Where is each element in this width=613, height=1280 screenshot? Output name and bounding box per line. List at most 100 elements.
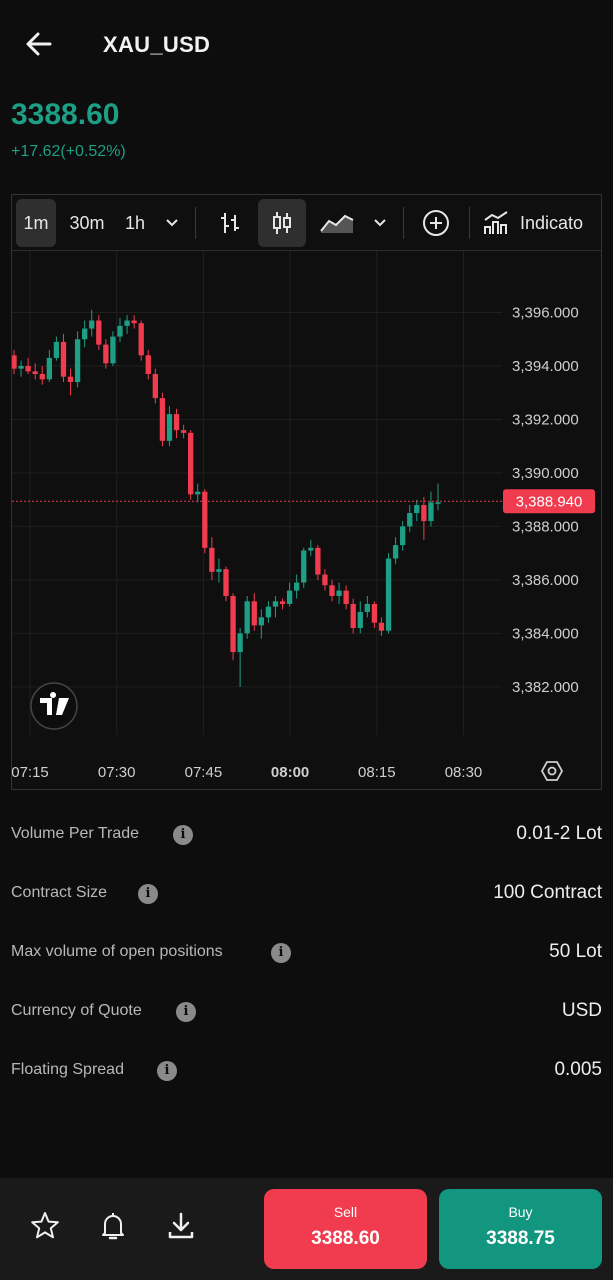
sell-button[interactable]: Sell 3388.60 bbox=[264, 1189, 427, 1269]
candle-body bbox=[53, 341, 60, 358]
add-indicator-button[interactable] bbox=[416, 199, 456, 247]
candle-body bbox=[223, 569, 229, 596]
candle-body bbox=[159, 398, 166, 441]
x-tick-label: 08:00 bbox=[271, 764, 309, 781]
buy-button[interactable]: Buy 3388.75 bbox=[439, 1189, 602, 1269]
sell-label: Sell bbox=[333, 1204, 358, 1220]
spec-value: 100 Contract bbox=[493, 882, 602, 903]
candle-body bbox=[371, 603, 378, 623]
candle-body bbox=[400, 526, 406, 546]
candle-body bbox=[131, 320, 137, 324]
candle-body bbox=[315, 547, 321, 575]
spec-value: 0.005 bbox=[554, 1059, 602, 1080]
candle-body bbox=[166, 414, 173, 441]
download-icon[interactable] bbox=[165, 1210, 197, 1242]
candle-body bbox=[308, 547, 314, 551]
candle-body bbox=[216, 569, 222, 572]
info-icon[interactable]: i bbox=[173, 825, 193, 845]
candle-body bbox=[12, 355, 17, 369]
candle-body bbox=[329, 585, 335, 596]
candle-body bbox=[286, 590, 293, 604]
candle-chart-type-button[interactable] bbox=[258, 199, 306, 247]
spec-row-max-volume: Max volume of open positions i 50 Lot bbox=[0, 933, 613, 973]
candle-body bbox=[138, 323, 144, 356]
spec-label: Volume Per Trade bbox=[11, 825, 140, 842]
candle-body bbox=[251, 601, 257, 626]
y-tick-label: 3,388.000 bbox=[512, 518, 579, 535]
interval-dropdown[interactable] bbox=[160, 199, 184, 247]
indicators-icon bbox=[484, 211, 508, 234]
bar-chart-type-button[interactable] bbox=[210, 199, 250, 247]
candle-body bbox=[103, 344, 109, 364]
candle-body bbox=[110, 336, 116, 364]
buy-label: Buy bbox=[508, 1204, 533, 1220]
spec-value: 50 Lot bbox=[549, 941, 602, 962]
candle-body bbox=[230, 595, 236, 653]
candle-body bbox=[188, 432, 194, 495]
candlestick-icon bbox=[273, 212, 291, 234]
candle-body bbox=[46, 357, 52, 380]
star-icon[interactable] bbox=[29, 1210, 61, 1242]
candle-body bbox=[421, 505, 427, 522]
area-chart-type-button[interactable] bbox=[314, 199, 360, 247]
info-icon[interactable]: i bbox=[157, 1061, 177, 1081]
candle-body bbox=[244, 601, 250, 634]
chevron-down-icon bbox=[374, 219, 386, 227]
bell-icon[interactable] bbox=[97, 1210, 129, 1242]
candle-body bbox=[279, 601, 286, 604]
candle-body bbox=[272, 601, 279, 607]
info-icon[interactable]: i bbox=[138, 884, 158, 904]
y-tick-label: 3,396.000 bbox=[512, 305, 579, 322]
area-chart-icon bbox=[320, 214, 354, 233]
candle-body bbox=[265, 606, 272, 618]
sell-price: 3388.60 bbox=[311, 1228, 380, 1249]
candle-body bbox=[392, 545, 399, 559]
candle-body bbox=[357, 611, 363, 629]
candle-body bbox=[82, 328, 88, 340]
spec-label: Contract Size bbox=[11, 884, 108, 901]
top-bar: XAU_USD bbox=[0, 0, 613, 88]
plus-circle-icon bbox=[423, 210, 449, 236]
candle-body bbox=[435, 502, 441, 504]
candle-body bbox=[343, 590, 349, 604]
indicators-button[interactable]: Indicato bbox=[482, 199, 601, 247]
candle-body bbox=[414, 505, 420, 514]
back-arrow-icon[interactable] bbox=[22, 28, 56, 60]
info-icon[interactable]: i bbox=[271, 943, 291, 963]
candle-body bbox=[152, 374, 158, 399]
indicators-label: Indicato bbox=[520, 212, 584, 233]
candle-body bbox=[74, 339, 81, 383]
candle-body bbox=[18, 365, 24, 369]
y-tick-label: 3,382.000 bbox=[512, 679, 579, 696]
interval-1m[interactable]: 1m bbox=[16, 199, 56, 247]
chart-type-dropdown[interactable] bbox=[368, 199, 392, 247]
candle-body bbox=[407, 513, 413, 527]
settings-icon[interactable] bbox=[540, 761, 564, 781]
x-tick-label: 08:30 bbox=[445, 764, 483, 781]
interval-1h[interactable]: 1h bbox=[124, 212, 146, 233]
ohlc-bars-icon bbox=[221, 213, 239, 233]
candle-body bbox=[39, 374, 45, 380]
y-tick-label: 3,392.000 bbox=[512, 411, 579, 428]
chart-panel: 1m 30m 1h bbox=[11, 194, 602, 790]
candle-body bbox=[25, 365, 31, 372]
y-tick-label: 3,386.000 bbox=[512, 572, 579, 589]
candle-body bbox=[60, 341, 67, 377]
spec-row-currency-of-quote: Currency of Quote i USD bbox=[0, 992, 613, 1032]
candle-body bbox=[124, 320, 130, 326]
spec-row-floating-spread: Floating Spread i 0.005 bbox=[0, 1051, 613, 1091]
candle-body bbox=[202, 491, 208, 548]
candle-body bbox=[428, 502, 434, 522]
candle-body bbox=[364, 603, 370, 612]
bottom-action-bar: Sell 3388.60 Buy 3388.75 bbox=[0, 1178, 613, 1280]
symbol-title: XAU_USD bbox=[103, 32, 211, 57]
x-tick-label: 07:45 bbox=[185, 764, 223, 781]
interval-30m[interactable]: 30m bbox=[69, 212, 105, 233]
candle-body bbox=[258, 617, 264, 626]
x-tick-label: 08:15 bbox=[358, 764, 396, 781]
info-icon[interactable]: i bbox=[176, 1002, 196, 1022]
candle-body bbox=[195, 491, 201, 495]
candle-body bbox=[180, 430, 187, 433]
candlestick-chart[interactable]: 3,396.000 3,394.000 3,392.000 3,390.000 3,38… bbox=[12, 251, 601, 789]
y-tick-label: 3,394.000 bbox=[512, 358, 579, 375]
